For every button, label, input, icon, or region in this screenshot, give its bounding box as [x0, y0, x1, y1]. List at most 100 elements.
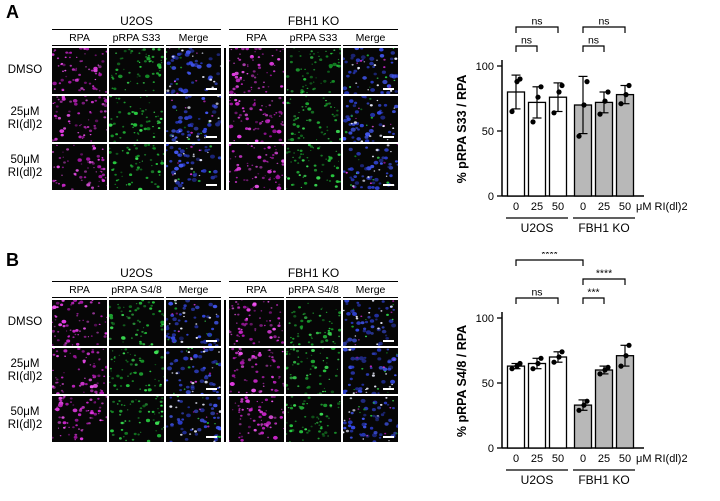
micrograph-column-header: pRPA S4/8 [286, 282, 341, 298]
micrograph-image [228, 299, 285, 346]
micrograph-image [165, 395, 223, 443]
micrograph [286, 96, 342, 143]
micrograph [165, 346, 223, 396]
x-tick-label: 25 [531, 201, 543, 213]
data-point [576, 407, 582, 413]
micrograph [286, 300, 342, 346]
data-point [517, 76, 523, 82]
micrograph-image [286, 47, 343, 94]
micrograph-image [51, 95, 109, 142]
data-point [530, 119, 536, 125]
sig-bracket [582, 297, 605, 304]
y-tick-label: 100 [476, 61, 494, 73]
treatment-row-label: 25μM RI(dl)2 [7, 357, 43, 383]
bar [615, 355, 635, 449]
data-point [509, 108, 515, 115]
data-point [584, 79, 590, 85]
group-divider [223, 300, 226, 442]
data-point [559, 82, 565, 89]
micrograph [228, 299, 285, 346]
sig-bracket [515, 259, 584, 266]
data-point [551, 359, 557, 365]
sig-bracket [515, 45, 538, 52]
group-label: FBH1 KO [578, 473, 629, 487]
y-tick-label: 0 [488, 191, 494, 203]
sig-label: ns [531, 287, 542, 299]
data-point [605, 364, 611, 370]
micrograph-group-header: U2OS [52, 256, 221, 282]
micrograph [341, 346, 400, 396]
micrograph-image [108, 299, 166, 347]
micrograph [108, 299, 166, 347]
micrograph [51, 347, 109, 396]
x-tick-label: 25 [598, 453, 610, 465]
treatment-row-label: DMSO [7, 316, 43, 329]
micrograph-image [51, 46, 108, 94]
sig-label: ns [521, 35, 532, 47]
micrograph-column-header: RPA [229, 30, 284, 46]
sig-bracket [515, 26, 559, 33]
bar [506, 365, 526, 449]
micrograph-image [284, 346, 341, 395]
x-tick-label: 25 [531, 453, 543, 465]
data-point [517, 360, 523, 367]
treatment-row-label: 50μM RI(dl)2 [7, 405, 43, 431]
x-tick-label: 0 [513, 453, 519, 465]
micrograph [228, 395, 286, 442]
x-tick-label: 50 [619, 201, 631, 213]
micrograph [228, 143, 286, 191]
panel-a-label: A [6, 2, 19, 22]
micrograph-image [165, 94, 223, 143]
data-point [535, 94, 541, 100]
micrograph-image [341, 346, 400, 396]
micrograph [284, 395, 341, 443]
data-point [626, 82, 632, 89]
micrograph-image [228, 96, 286, 143]
micrograph [341, 298, 398, 346]
micrograph-group-header: FBH1 KO [229, 256, 398, 282]
micrograph-image [286, 96, 342, 143]
micrograph-image [109, 48, 164, 94]
treatment-row-label: DMSO [7, 64, 43, 77]
data-point [581, 402, 587, 408]
bar-chart-prpa-s33: 0 50 100 % pRPA S33 / RPA ns ns ns ns 0 25 50 0 25 50… [455, 16, 688, 236]
micrograph-group-header: U2OS [52, 4, 221, 30]
micrograph-column-header: Merge [343, 30, 398, 46]
data-point [618, 363, 624, 369]
sig-label: *** [587, 287, 599, 299]
micrograph-image [50, 298, 108, 347]
x-tick-label: 50 [552, 453, 564, 465]
micrograph [51, 46, 108, 94]
treatment-row-label: 50μM RI(dl)2 [7, 153, 43, 179]
data-point [538, 84, 544, 90]
micrograph-image [341, 46, 399, 96]
micrograph-column-header: Merge [343, 282, 398, 298]
data-point [623, 353, 629, 359]
group-label: U2OS [521, 221, 554, 235]
micrograph [164, 46, 222, 96]
x-unit-label: μM RI(dl)2 [636, 453, 688, 465]
micrograph [50, 298, 108, 347]
y-tick-label: 0 [488, 443, 494, 455]
bar [527, 362, 547, 449]
micrograph [228, 46, 285, 95]
micrograph-column-header: pRPA S33 [286, 30, 341, 46]
data-point [556, 89, 562, 95]
micrograph-image [341, 94, 399, 143]
data-point [597, 371, 603, 377]
micrograph-image [51, 395, 109, 442]
micrograph [51, 395, 109, 442]
x-unit-label: μM RI(dl)2 [636, 201, 688, 213]
sig-bracket [582, 278, 626, 285]
micrograph-image [51, 144, 108, 191]
micrograph [341, 396, 400, 444]
micrograph [341, 94, 399, 143]
data-point [597, 111, 603, 117]
data-point [626, 342, 632, 348]
micrograph-column-header: pRPA S4/8 [109, 282, 164, 298]
micrograph-image [228, 395, 286, 442]
x-tick-label: 0 [580, 201, 586, 213]
sig-label: **** [596, 268, 612, 280]
micrograph-image [341, 298, 398, 346]
